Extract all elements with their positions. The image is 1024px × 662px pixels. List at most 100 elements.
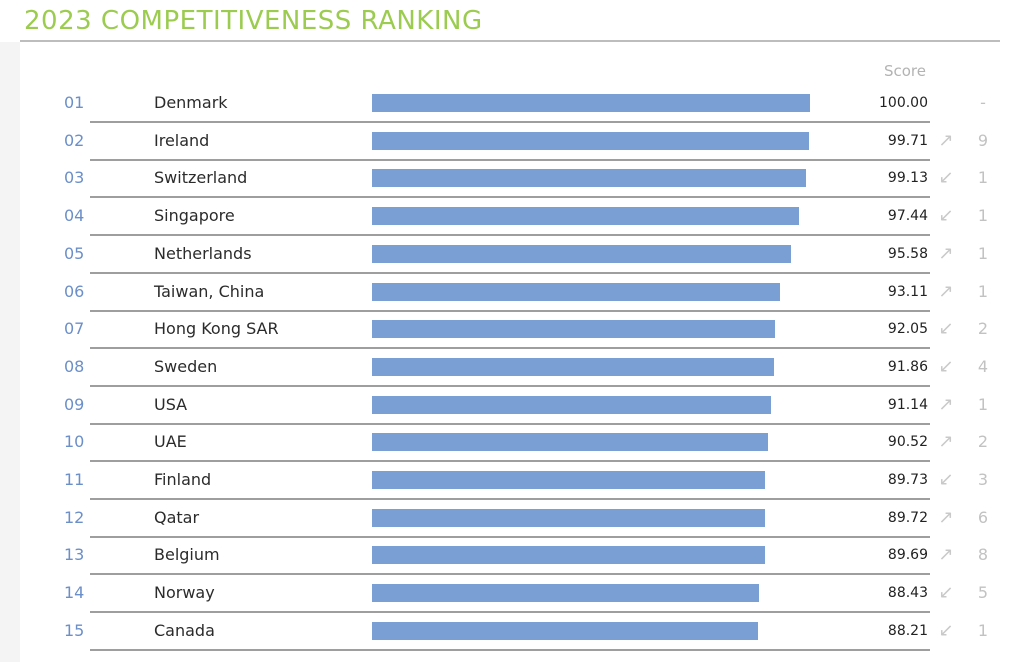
row-divider bbox=[90, 422, 930, 425]
rank-change: 9 bbox=[977, 130, 989, 150]
rank-change: 1 bbox=[977, 281, 989, 301]
ranking-row: 10 UAE 90.52 ↗ 2 bbox=[0, 423, 1024, 463]
row-divider bbox=[90, 196, 930, 199]
page-title: 2023 COMPETITIVENESS RANKING bbox=[24, 6, 483, 36]
score-value: 97.44 bbox=[887, 208, 928, 225]
score-value: 95.58 bbox=[887, 245, 928, 262]
score-bar bbox=[372, 94, 810, 112]
rank-number: 03 bbox=[64, 168, 85, 188]
ranking-row: 07 Hong Kong SAR 92.05 ↙ 2 bbox=[0, 310, 1024, 350]
country-name: Norway bbox=[154, 583, 215, 603]
arrow-up-right-icon: ↗ bbox=[938, 506, 954, 528]
score-bar bbox=[372, 169, 807, 188]
country-name: Ireland bbox=[154, 130, 210, 150]
country-name: USA bbox=[154, 394, 188, 414]
arrow-up-right-icon: ↗ bbox=[938, 280, 954, 302]
rank-number: 05 bbox=[64, 243, 85, 263]
score-value: 91.86 bbox=[887, 358, 928, 375]
rank-change: - bbox=[980, 93, 986, 112]
country-name: Singapore bbox=[154, 206, 235, 226]
row-divider bbox=[90, 158, 930, 161]
ranking-row: 06 Taiwan, China 93.11 ↗ 1 bbox=[0, 273, 1024, 312]
country-name: Switzerland bbox=[154, 168, 248, 188]
arrow-down-left-icon: ↙ bbox=[938, 619, 954, 641]
rank-change: 5 bbox=[977, 583, 989, 603]
score-bar bbox=[372, 244, 791, 263]
row-divider bbox=[90, 271, 930, 274]
country-name: Belgium bbox=[154, 545, 220, 565]
rank-number: 11 bbox=[64, 470, 85, 489]
row-divider bbox=[90, 535, 930, 538]
ranking-row: 05 Netherlands 95.58 ↗ 1 bbox=[0, 235, 1024, 274]
ranking-row: 01 Denmark 100.00 - bbox=[0, 84, 1024, 123]
title-divider bbox=[20, 40, 1000, 42]
rank-change: 1 bbox=[977, 168, 989, 188]
row-divider bbox=[90, 234, 930, 237]
rank-number: 08 bbox=[64, 356, 85, 376]
score-bar bbox=[372, 508, 765, 527]
score-bar bbox=[372, 357, 775, 376]
rank-number: 15 bbox=[64, 620, 85, 640]
rank-number: 12 bbox=[64, 507, 85, 527]
arrow-up-right-icon: ↗ bbox=[938, 544, 954, 566]
ranking-row: 13 Belgium 89.69 ↗ 8 bbox=[0, 536, 1024, 576]
arrow-up-right-icon: ↗ bbox=[938, 242, 954, 264]
arrow-down-left-icon: ↙ bbox=[938, 205, 954, 227]
rank-change: 1 bbox=[977, 394, 989, 414]
rank-number: 06 bbox=[64, 281, 85, 301]
rank-number: 13 bbox=[64, 545, 85, 565]
arrow-up-right-icon: ↗ bbox=[938, 129, 954, 151]
score-value: 90.52 bbox=[887, 434, 928, 451]
score-value: 88.43 bbox=[887, 585, 928, 602]
ranking-row: 09 USA 91.14 ↗ 1 bbox=[0, 386, 1024, 425]
score-value: 100.00 bbox=[879, 95, 928, 111]
ranking-row: 02 Ireland 99.71 ↗ 9 bbox=[0, 122, 1024, 161]
rank-change: 2 bbox=[977, 432, 989, 452]
score-bar bbox=[372, 584, 760, 603]
score-value: 89.69 bbox=[887, 547, 928, 564]
score-bar bbox=[372, 433, 769, 452]
row-divider bbox=[90, 384, 930, 387]
country-name: Denmark bbox=[154, 93, 228, 112]
country-name: UAE bbox=[154, 432, 187, 452]
country-name: Qatar bbox=[154, 507, 200, 527]
rank-number: 02 bbox=[64, 130, 85, 150]
ranking-row: 04 Singapore 97.44 ↙ 1 bbox=[0, 197, 1024, 237]
row-divider bbox=[90, 121, 930, 123]
country-name: Canada bbox=[154, 620, 215, 640]
rank-change: 1 bbox=[977, 206, 989, 226]
rank-number: 10 bbox=[64, 432, 85, 452]
ranking-row: 12 Qatar 89.72 ↗ 6 bbox=[0, 499, 1024, 538]
arrow-down-left-icon: ↙ bbox=[938, 318, 954, 340]
score-bar bbox=[372, 471, 766, 489]
rank-number: 04 bbox=[64, 206, 85, 226]
country-name: Sweden bbox=[154, 356, 218, 376]
rank-change: 3 bbox=[977, 470, 989, 489]
score-column-header: Score bbox=[883, 62, 926, 80]
country-name: Hong Kong SAR bbox=[154, 319, 279, 339]
ranking-row: 11 Finland 89.73 ↙ 3 bbox=[0, 461, 1024, 500]
country-name: Taiwan, China bbox=[154, 281, 265, 301]
score-value: 88.21 bbox=[887, 622, 928, 639]
rank-change: 2 bbox=[977, 319, 989, 339]
ranking-row: 03 Switzerland 99.13 ↙ 1 bbox=[0, 159, 1024, 199]
ranking-row: 08 Sweden 91.86 ↙ 4 bbox=[0, 348, 1024, 387]
arrow-down-left-icon: ↙ bbox=[938, 582, 954, 604]
no-change-icon bbox=[934, 84, 958, 122]
score-bar bbox=[372, 546, 765, 565]
score-value: 93.11 bbox=[887, 283, 928, 300]
arrow-up-right-icon: ↗ bbox=[938, 393, 954, 415]
rank-change: 4 bbox=[977, 356, 989, 376]
score-value: 99.13 bbox=[887, 170, 928, 187]
score-value: 91.14 bbox=[887, 396, 928, 413]
row-divider bbox=[90, 460, 930, 463]
row-divider bbox=[90, 309, 930, 312]
score-bar bbox=[372, 395, 772, 414]
score-bar bbox=[372, 282, 780, 301]
rank-change: 1 bbox=[977, 243, 989, 263]
score-bar bbox=[372, 131, 809, 150]
page-margin-strip bbox=[0, 42, 20, 662]
rank-number: 14 bbox=[64, 583, 85, 603]
score-bar bbox=[372, 207, 799, 226]
